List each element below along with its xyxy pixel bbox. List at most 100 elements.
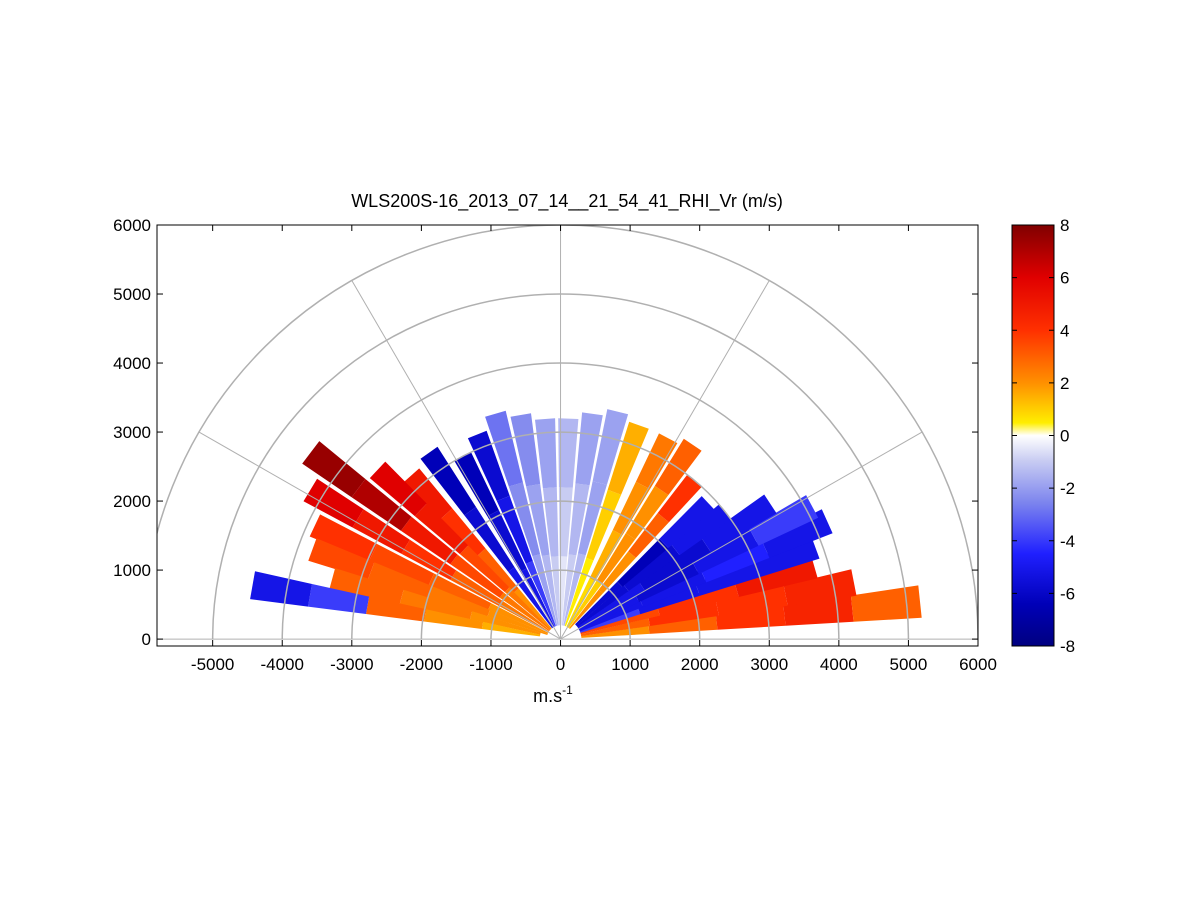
beam-13-gate-1 <box>578 481 607 556</box>
beam-0-gate-4 <box>850 585 922 622</box>
beam-23-gate-1 <box>459 545 510 593</box>
beam-25-gate-4 <box>303 478 364 528</box>
beam-15-gate-1 <box>558 487 573 557</box>
beam-18-gate-2 <box>485 410 523 487</box>
beam-23-gate-0 <box>504 587 551 631</box>
beam-5-gate-0 <box>578 595 640 631</box>
beam-18-gate-0 <box>532 554 558 626</box>
beam-16-gate-1 <box>542 487 559 557</box>
cb-tick-label-4: 4 <box>1060 321 1069 340</box>
beam-8-gate-0 <box>575 581 623 626</box>
beam-3-gate-2 <box>695 559 760 596</box>
beam-14-gate-2 <box>575 412 603 486</box>
y-tick-label-1000: 1000 <box>113 561 151 580</box>
beam-25-gate-0 <box>499 600 549 633</box>
beam-27-gate-2 <box>368 562 433 598</box>
beam-11-gate-3 <box>635 433 678 490</box>
beam-29-gate-0 <box>481 621 541 637</box>
beam-22-gate-1 <box>477 548 519 593</box>
beam-7-gate-1 <box>623 544 680 592</box>
beam-9-gate-1 <box>598 551 636 594</box>
beam-11-gate-2 <box>612 481 650 536</box>
beam-27-gate-3 <box>308 538 375 580</box>
x-tick-label-3000: 3000 <box>750 655 788 674</box>
beam-2-gate-2 <box>734 555 818 597</box>
x-tick-label--5000: -5000 <box>191 655 234 674</box>
beam-6-gate-1 <box>639 538 711 591</box>
beam-24-gate-0 <box>499 592 550 632</box>
beam-24-gate-3 <box>351 479 412 531</box>
x-tick-label--3000: -3000 <box>330 655 373 674</box>
beam-4-gate-2 <box>700 539 770 583</box>
beam-16-gate-0 <box>550 556 561 626</box>
spoke-150 <box>198 431 561 640</box>
beam-10-gate-1 <box>596 533 636 584</box>
y-tick-label-0: 0 <box>142 630 151 649</box>
x-tick-label-5000: 5000 <box>890 655 928 674</box>
x-tick-label--1000: -1000 <box>469 655 512 674</box>
beam-6-gate-0 <box>577 582 645 629</box>
beam-26-gate-3 <box>309 514 378 561</box>
beam-28-gate-1 <box>399 589 473 620</box>
beam-25-gate-2 <box>401 539 457 580</box>
cb-tick-label-6: 6 <box>1060 269 1069 288</box>
beam-14-gate-0 <box>561 554 577 626</box>
beam-15-gate-2 <box>558 418 579 488</box>
beam-0-gate-0 <box>581 625 650 638</box>
spoke-60 <box>560 280 770 640</box>
beam-12-gate-1 <box>586 489 622 561</box>
x-tick-label-4000: 4000 <box>820 655 858 674</box>
beam-20-gate-2 <box>454 452 499 517</box>
beam-3-gate-3 <box>753 535 820 578</box>
beam-17-gate-0 <box>541 554 559 626</box>
cb-tick-label--4: -4 <box>1060 532 1075 551</box>
x-tick-label-6000: 6000 <box>959 655 997 674</box>
beam-26-gate-2 <box>369 544 435 586</box>
beam-21-gate-1 <box>464 507 515 572</box>
beam-22-gate-0 <box>514 588 552 630</box>
beam-22-gate-3 <box>404 468 453 519</box>
beam-23-gate-2 <box>414 503 469 555</box>
cb-tick-label-0: 0 <box>1060 427 1069 446</box>
beam-13-gate-0 <box>563 553 586 626</box>
beam-25-gate-1 <box>450 570 503 607</box>
beam-24-gate-1 <box>450 554 504 598</box>
y-tick-label-2000: 2000 <box>113 492 151 511</box>
beam-10-gate-0 <box>567 580 602 628</box>
beam-9-gate-3 <box>657 474 702 523</box>
x-tick-label--2000: -2000 <box>400 655 443 674</box>
beam-27-gate-0 <box>487 609 548 635</box>
y-tick-label-3000: 3000 <box>113 423 151 442</box>
beam-1-gate-0 <box>580 618 650 637</box>
y-tick-label-4000: 4000 <box>113 354 151 373</box>
cb-tick-label--8: -8 <box>1060 637 1075 656</box>
spoke-120 <box>351 280 561 640</box>
beam-4-gate-3 <box>761 509 833 558</box>
spoke-30 <box>560 431 923 640</box>
x-tick-label-0: 0 <box>556 655 565 674</box>
colorbar <box>1011 224 1055 647</box>
plot-frame <box>156 224 979 647</box>
beam-23-gate-3 <box>369 461 427 517</box>
cb-tick-label-2: 2 <box>1060 374 1069 393</box>
beam-15-gate-0 <box>559 556 568 626</box>
beam-28-gate-0 <box>469 611 541 635</box>
beam-10-gate-2 <box>625 485 669 540</box>
beam-7-gate-2 <box>671 504 731 556</box>
x-tick-label--4000: -4000 <box>260 655 303 674</box>
axes: -5000 -4000 -3000 -2000 -1000 0 1000 2000 3000 40… <box>113 216 997 674</box>
beam-5-gate-2 <box>692 528 759 574</box>
beam-11-gate-1 <box>589 530 623 582</box>
beam-20-gate-0 <box>520 568 555 628</box>
beam-29-gate-4 <box>250 571 312 607</box>
beam-20-gate-1 <box>487 510 527 572</box>
cb-tick-label--2: -2 <box>1060 479 1075 498</box>
beam-5-gate-3 <box>749 495 819 546</box>
beam-24-gate-2 <box>400 516 458 565</box>
beam-11-gate-0 <box>566 578 596 628</box>
beam-18-gate-1 <box>508 482 541 557</box>
beam-10-gate-3 <box>654 438 702 495</box>
beam-1-gate-3 <box>783 569 857 606</box>
beam-8-gate-2 <box>659 496 715 549</box>
